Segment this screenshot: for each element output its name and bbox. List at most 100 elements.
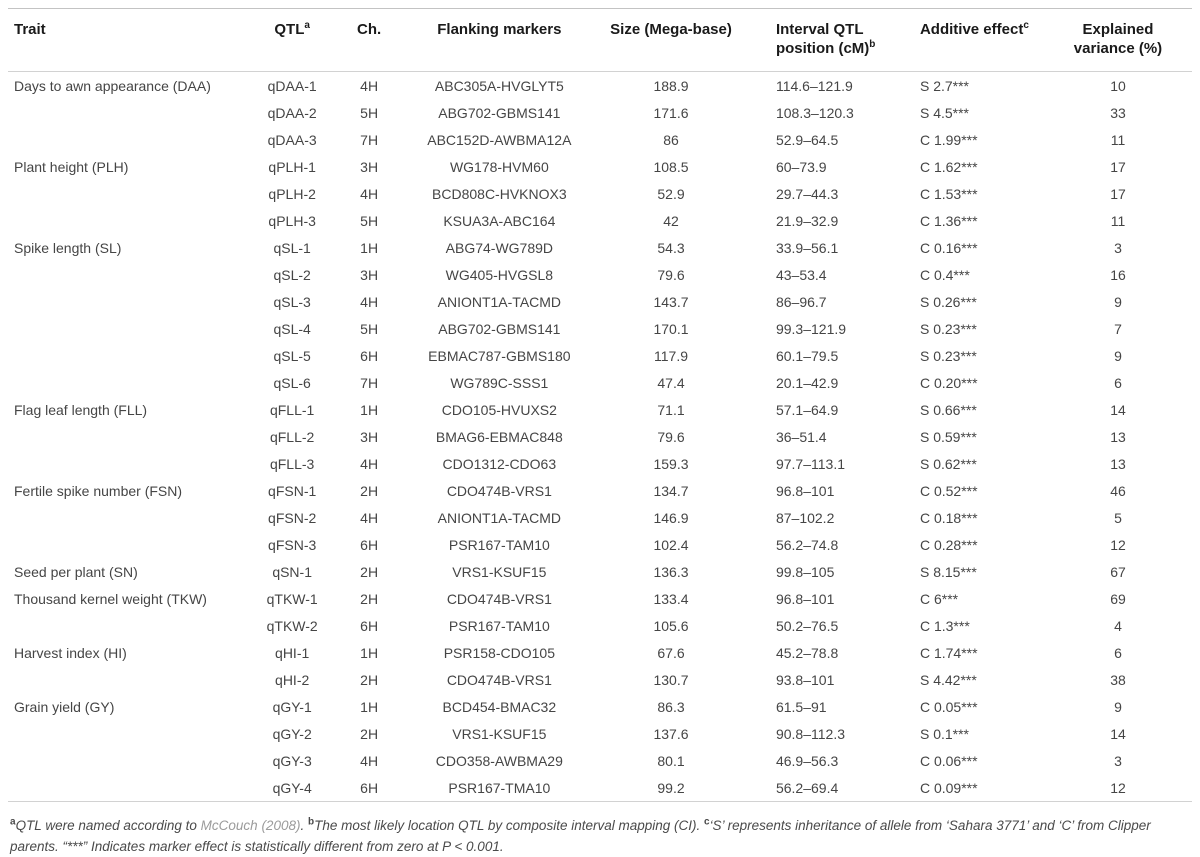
table-row: qSL-4 5H ABG702-GBMS141 170.1 99.3–121.9… bbox=[8, 315, 1192, 342]
trait-cell bbox=[8, 261, 251, 288]
col-header-qtl-label: QTL bbox=[274, 21, 305, 38]
table-row: qSL-5 6H EBMAC787-GBMS180 117.9 60.1–79.… bbox=[8, 342, 1192, 369]
variance-cell: 7 bbox=[1114, 320, 1122, 337]
table-row: Spike length (SL) qSL-1 1H ABG74-WG789D … bbox=[8, 234, 1192, 261]
size-cell: 130.7 bbox=[653, 671, 689, 688]
size-cell: 146.9 bbox=[653, 509, 689, 526]
footnote-sup-a: a bbox=[10, 816, 16, 828]
table-row: qFLL-3 4H CDO1312-CDO63 159.3 97.7–113.1… bbox=[8, 450, 1192, 477]
qtl-cell: qPLH-3 bbox=[268, 212, 316, 229]
variance-cell: 67 bbox=[1110, 563, 1126, 580]
variance-cell: 4 bbox=[1114, 617, 1122, 634]
interval-cell: 57.1–64.9 bbox=[775, 401, 839, 418]
additive-effect-cell: C 0.18*** bbox=[919, 509, 978, 526]
trait-cell: Grain yield (GY) bbox=[14, 698, 115, 715]
col-header-additive-effect-label: Additive effect bbox=[919, 21, 1024, 38]
size-cell: 170.1 bbox=[653, 320, 689, 337]
col-header-interval-position-sup: b bbox=[869, 39, 876, 50]
variance-cell: 12 bbox=[1110, 536, 1126, 553]
markers-cell: WG405-HVGSL8 bbox=[445, 266, 554, 283]
interval-cell: 21.9–32.9 bbox=[775, 212, 839, 229]
markers-cell: PSR167-TAM10 bbox=[448, 536, 550, 553]
size-cell: 47.4 bbox=[657, 374, 685, 391]
footnote-sup-b: b bbox=[307, 816, 315, 828]
size-cell: 143.7 bbox=[653, 293, 689, 310]
qtl-cell: qDAA-3 bbox=[267, 131, 317, 148]
qtl-cell: qSL-2 bbox=[273, 266, 311, 283]
qtl-cell: qFLL-2 bbox=[269, 428, 315, 445]
table-row: Grain yield (GY) qGY-1 1H BCD454-BMAC32 … bbox=[8, 693, 1192, 720]
additive-effect-cell: S 0.59*** bbox=[919, 428, 977, 445]
chromosome-cell: 6H bbox=[360, 536, 379, 553]
col-header-explained-variance-label: Explained variance (%) bbox=[1073, 21, 1163, 57]
variance-cell: 9 bbox=[1114, 698, 1122, 715]
variance-cell: 14 bbox=[1110, 725, 1126, 742]
trait-cell: Days to awn appearance (DAA) bbox=[14, 77, 211, 94]
variance-cell: 12 bbox=[1110, 779, 1126, 796]
variance-cell: 9 bbox=[1114, 347, 1122, 364]
interval-cell: 45.2–78.8 bbox=[775, 644, 839, 661]
size-cell: 102.4 bbox=[653, 536, 689, 553]
chromosome-cell: 4H bbox=[360, 509, 379, 526]
markers-cell: BMAG6-EBMAC848 bbox=[435, 428, 563, 445]
trait-cell: Spike length (SL) bbox=[14, 239, 122, 256]
trait-cell: Thousand kernel weight (TKW) bbox=[14, 590, 207, 607]
additive-effect-cell: S 0.1*** bbox=[919, 725, 970, 742]
citation-link[interactable]: McCouch (2008) bbox=[200, 818, 301, 833]
additive-effect-cell: C 1.36*** bbox=[919, 212, 978, 229]
variance-cell: 11 bbox=[1110, 212, 1126, 229]
qtl-cell: qDAA-2 bbox=[267, 104, 317, 121]
additive-effect-cell: C 6*** bbox=[919, 590, 959, 607]
chromosome-cell: 1H bbox=[360, 644, 379, 661]
size-cell: 42 bbox=[663, 212, 679, 229]
footnote-text-a: QTL were named according to bbox=[15, 818, 201, 833]
table-row: qHI-2 2H CDO474B-VRS1 130.7 93.8–101 S 4… bbox=[8, 666, 1192, 693]
col-header-additive-effect-sup: c bbox=[1023, 20, 1029, 31]
chromosome-cell: 4H bbox=[360, 293, 379, 310]
table-row: qGY-4 6H PSR167-TMA10 99.2 56.2–69.4 C 0… bbox=[8, 774, 1192, 802]
additive-effect-cell: C 0.16*** bbox=[919, 239, 978, 256]
trait-cell bbox=[8, 288, 251, 315]
additive-effect-cell: S 4.5*** bbox=[919, 104, 970, 121]
additive-effect-cell: C 0.05*** bbox=[919, 698, 978, 715]
qtl-cell: qSN-1 bbox=[272, 563, 312, 580]
variance-cell: 13 bbox=[1110, 428, 1126, 445]
trait-cell bbox=[8, 99, 251, 126]
markers-cell: VRS1-KSUF15 bbox=[452, 725, 547, 742]
table-row: Harvest index (HI) qHI-1 1H PSR158-CDO10… bbox=[8, 639, 1192, 666]
markers-cell: VRS1-KSUF15 bbox=[452, 563, 547, 580]
chromosome-cell: 3H bbox=[360, 158, 379, 175]
variance-cell: 69 bbox=[1110, 590, 1126, 607]
table-row: qSL-6 7H WG789C-SSS1 47.4 20.1–42.9 C 0.… bbox=[8, 369, 1192, 396]
markers-cell: ABC152D-AWBMA12A bbox=[427, 131, 572, 148]
table-row: qPLH-3 5H KSUA3A-ABC164 42 21.9–32.9 C 1… bbox=[8, 207, 1192, 234]
additive-effect-cell: C 0.4*** bbox=[919, 266, 970, 283]
markers-cell: WG789C-SSS1 bbox=[450, 374, 549, 391]
markers-cell: CDO474B-VRS1 bbox=[446, 671, 552, 688]
additive-effect-cell: C 1.53*** bbox=[919, 185, 978, 202]
interval-cell: 93.8–101 bbox=[775, 671, 835, 688]
trait-cell bbox=[8, 369, 251, 396]
markers-cell: CDO1312-CDO63 bbox=[442, 455, 557, 472]
variance-cell: 9 bbox=[1114, 293, 1122, 310]
additive-effect-cell: S 2.7*** bbox=[919, 77, 970, 94]
additive-effect-cell: S 0.23*** bbox=[919, 347, 977, 364]
interval-cell: 96.8–101 bbox=[775, 590, 835, 607]
variance-cell: 3 bbox=[1114, 239, 1122, 256]
size-cell: 86 bbox=[663, 131, 679, 148]
col-header-trait: Trait bbox=[8, 8, 251, 72]
variance-cell: 17 bbox=[1110, 185, 1126, 202]
interval-cell: 60–73.9 bbox=[775, 158, 827, 175]
table-row: qFLL-2 3H BMAG6-EBMAC848 79.6 36–51.4 S … bbox=[8, 423, 1192, 450]
chromosome-cell: 3H bbox=[360, 266, 379, 283]
markers-cell: KSUA3A-ABC164 bbox=[443, 212, 556, 229]
chromosome-cell: 2H bbox=[360, 590, 379, 607]
chromosome-cell: 3H bbox=[360, 428, 379, 445]
trait-cell bbox=[8, 720, 251, 747]
table-row: Days to awn appearance (DAA) qDAA-1 4H A… bbox=[8, 72, 1192, 100]
markers-cell: ABG702-GBMS141 bbox=[438, 320, 561, 337]
variance-cell: 10 bbox=[1110, 77, 1126, 94]
trait-cell: Plant height (PLH) bbox=[14, 158, 129, 175]
size-cell: 54.3 bbox=[657, 239, 685, 256]
trait-cell bbox=[8, 666, 251, 693]
